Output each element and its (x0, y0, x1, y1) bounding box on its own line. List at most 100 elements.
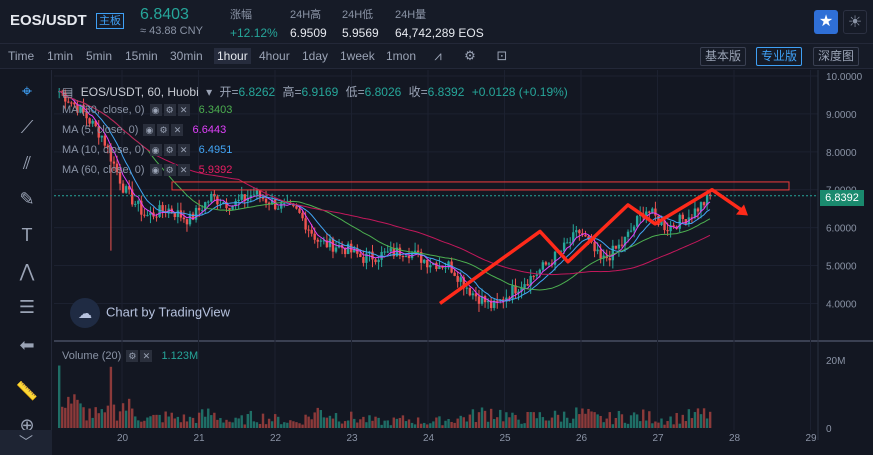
volume-bar (103, 412, 107, 428)
volume-bar (79, 403, 82, 428)
volume-label: 24H量 (395, 9, 427, 21)
time-tick-label: 20 (117, 433, 129, 444)
volume-bar (94, 407, 97, 428)
candle-body (383, 251, 386, 253)
pitchfork-icon[interactable]: ⫽ (22, 153, 32, 173)
volume-bar (222, 422, 225, 428)
text-icon[interactable]: T (21, 225, 33, 245)
volume-bar (429, 423, 432, 428)
volume-bar (131, 408, 134, 428)
volume-bar (517, 419, 520, 428)
volume-bar (158, 414, 161, 428)
last-price: 6.8403 (140, 6, 189, 23)
settings-icon[interactable]: ⚙ (157, 124, 170, 137)
volume-bar (614, 417, 618, 428)
candle-body (225, 202, 228, 209)
candle-body (155, 216, 158, 218)
settings-icon[interactable]: ⚙ (163, 144, 176, 157)
pattern-icon[interactable]: ⋀ (19, 261, 35, 281)
theme-toggle-icon[interactable]: ☀ (843, 10, 867, 34)
candle-body (562, 242, 566, 252)
indicator-icon[interactable]: ⩘ (434, 48, 442, 63)
tf-4hour[interactable]: 4hour (259, 49, 290, 63)
close-icon[interactable]: ✕ (177, 164, 190, 177)
time-tick-label: 26 (576, 433, 588, 444)
back-arrow-icon[interactable]: ⬅ (19, 335, 35, 355)
volume-bar (465, 421, 469, 428)
candle-body (699, 202, 703, 212)
settings-icon[interactable]: ⚙ (163, 164, 176, 177)
legend-caret-icon[interactable]: ▾ (206, 85, 213, 99)
settings-icon[interactable]: ⚙ (464, 48, 476, 63)
view-depth-button[interactable]: 深度图 (813, 47, 860, 66)
candle-body (121, 183, 125, 193)
volume-bar (73, 394, 76, 428)
volume-bar (565, 417, 569, 428)
candle-body (109, 147, 113, 162)
volume-bar (684, 421, 688, 428)
tf-time[interactable]: Time (8, 49, 35, 63)
crosshair-icon[interactable]: ⌖ (21, 81, 33, 101)
volume-bar (699, 414, 703, 428)
candle-body (280, 203, 283, 209)
volume-bar (310, 419, 313, 428)
tf-1hour[interactable]: 1hour (214, 48, 251, 64)
screenshot-icon[interactable]: ⊡ (496, 48, 508, 63)
tf-1min[interactable]: 1min (47, 49, 74, 63)
volume-bar (179, 422, 183, 428)
candle-body (602, 255, 605, 259)
candle-body (520, 287, 523, 292)
price-tick-label: 10.0000 (826, 72, 863, 83)
settings-icon[interactable]: ⚙ (163, 104, 176, 117)
eye-icon[interactable]: ◉ (149, 164, 162, 177)
volume-bar (626, 423, 630, 428)
volume-bar (638, 421, 642, 428)
trendline-icon[interactable]: ⟋ (20, 117, 34, 137)
pair-title[interactable]: EOS/USDT (10, 12, 87, 29)
favorite-star-icon[interactable]: ★ (814, 10, 838, 34)
close-icon[interactable]: ✕ (177, 104, 190, 117)
candle-body (492, 300, 496, 308)
candle-body (423, 259, 426, 263)
volume-bar (368, 415, 371, 428)
volume-bar (134, 416, 137, 428)
volume-bar (109, 366, 113, 428)
legend-symbol[interactable]: EOS/USDT, 60, Huobi (80, 85, 199, 99)
view-basic-button[interactable]: 基本版 (700, 47, 747, 66)
tf-15min[interactable]: 15min (125, 49, 158, 63)
candle-body (228, 208, 231, 210)
candle-body (67, 101, 70, 103)
candle-body (295, 206, 298, 209)
candle-body (584, 234, 587, 237)
tf-1week[interactable]: 1week (340, 49, 375, 63)
settings-icon[interactable]: ⚙ (126, 350, 139, 363)
volume-bar (556, 414, 560, 428)
brush-icon[interactable]: ✎ (19, 189, 35, 209)
expand-down-icon[interactable]: ﹀ (0, 430, 52, 455)
close-icon[interactable]: ✕ (177, 144, 190, 157)
fib-icon[interactable]: ☰ (18, 297, 36, 317)
volume-bar (395, 418, 399, 428)
eye-icon[interactable]: ◉ (143, 124, 156, 137)
tradingview-watermark[interactable]: ☁ Chart by TradingView (70, 298, 230, 328)
board-badge: 主板 (96, 13, 124, 29)
tf-5min[interactable]: 5min (86, 49, 113, 63)
eye-icon[interactable]: ◉ (149, 104, 162, 117)
close-icon[interactable]: ✕ (140, 350, 153, 363)
tf-1mon[interactable]: 1mon (386, 49, 417, 63)
view-pro-button[interactable]: 专业版 (756, 47, 803, 66)
change-stat: 涨幅 +12.12% (230, 6, 278, 40)
close-icon[interactable]: ✕ (171, 124, 184, 137)
tf-1day[interactable]: 1day (302, 49, 329, 63)
volume-bar (365, 422, 368, 428)
volume-bar (237, 418, 240, 428)
tf-30min[interactable]: 30min (170, 49, 203, 63)
volume-bar (562, 411, 566, 428)
eye-icon[interactable]: ◉ (149, 144, 162, 157)
candle-body (684, 219, 688, 224)
candle-body (441, 265, 444, 268)
low-label: 低= (345, 85, 365, 99)
volume-bar (283, 422, 286, 428)
ruler-icon[interactable]: 📏 (15, 381, 39, 401)
